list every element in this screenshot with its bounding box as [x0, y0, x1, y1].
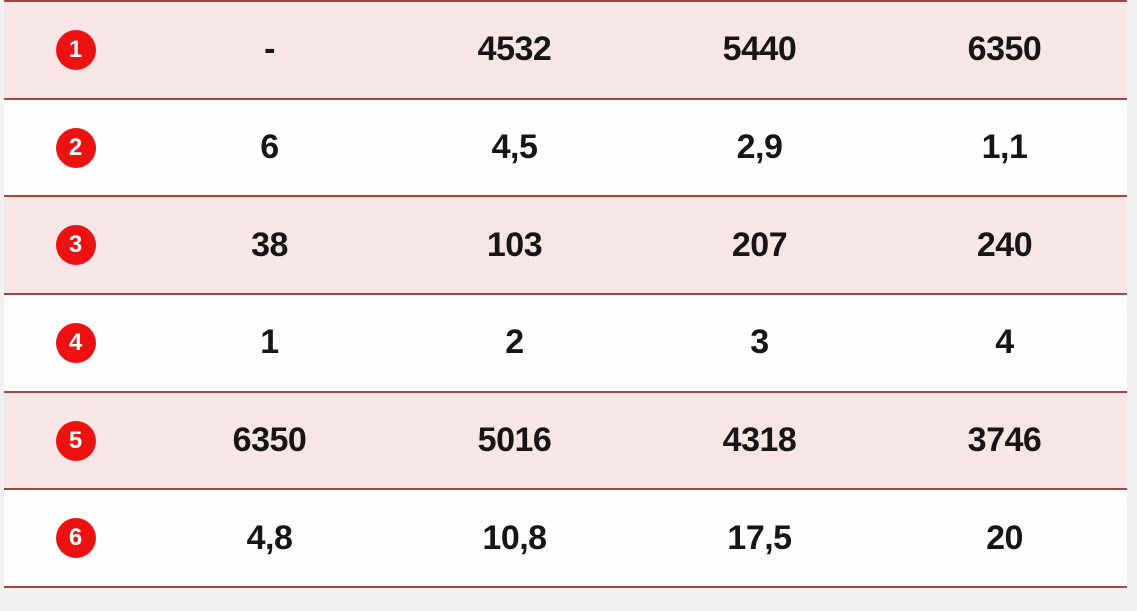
table-cell: 20 [986, 518, 1023, 557]
row-number-cell: 6 [4, 518, 147, 559]
row-number-badge: 3 [55, 225, 96, 266]
table-cell: 5016 [477, 421, 552, 460]
table-cell: 38 [251, 225, 288, 264]
table-cell: 2,9 [736, 128, 783, 167]
table-cell: 1 [260, 323, 279, 362]
row-number-cell: 4 [4, 322, 147, 363]
data-table: 1 - 4532 5440 6350 2 6 4,5 2,9 1,1 3 38 … [4, 0, 1127, 589]
table-row: 3 38 103 207 240 [4, 197, 1127, 296]
table-cell: 4318 [722, 421, 797, 460]
table-cell: 207 [731, 225, 788, 264]
row-number-badge: 6 [55, 518, 96, 559]
table-cell: 17,5 [727, 518, 792, 557]
table-row: 6 4,8 10,8 17,5 20 [4, 490, 1127, 589]
table-row: 4 1 2 3 4 [4, 295, 1127, 393]
table-cell: 6350 [967, 30, 1042, 69]
row-number-cell: 1 [4, 29, 147, 70]
table-row: 5 6350 5016 4318 3746 [4, 392, 1127, 491]
table-cell: 1,1 [981, 128, 1028, 167]
table-cell: 4,8 [246, 518, 293, 557]
table-cell: 103 [486, 225, 543, 264]
row-number-cell: 3 [4, 225, 147, 266]
row-number-badge: 1 [55, 29, 96, 70]
table-row: 2 6 4,5 2,9 1,1 [4, 99, 1127, 198]
table-cell: 3 [750, 323, 769, 362]
row-number-badge: 4 [55, 322, 96, 363]
table-cell: 10,8 [482, 518, 547, 557]
table-cell: 240 [976, 225, 1033, 264]
table-row: 1 - 4532 5440 6350 [4, 2, 1127, 100]
row-number-cell: 5 [4, 420, 147, 461]
row-number-cell: 2 [4, 127, 147, 168]
table-cell: - [264, 30, 275, 69]
table-cell: 6 [260, 128, 279, 167]
table-cell: 3746 [967, 421, 1042, 460]
table-cell: 4,5 [491, 128, 538, 167]
table-cell: 5440 [722, 30, 797, 69]
row-number-badge: 2 [55, 127, 96, 168]
table-cell: 6350 [232, 421, 307, 460]
row-number-badge: 5 [55, 420, 96, 461]
table-cell: 2 [505, 323, 524, 362]
table-cell: 4 [995, 323, 1014, 362]
table-cell: 4532 [477, 30, 552, 69]
